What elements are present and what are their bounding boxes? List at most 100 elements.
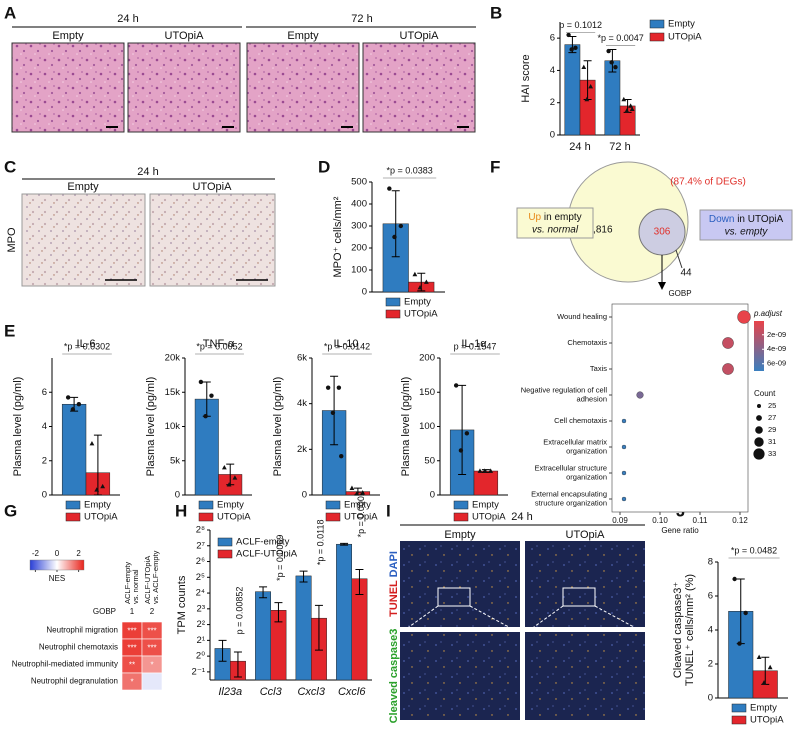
y-tick-label: 0 <box>302 490 307 501</box>
data-point <box>325 385 331 390</box>
y-tick-label: 2 <box>42 455 47 466</box>
data-point <box>330 410 336 415</box>
stain-label: Cleaved caspase3 <box>388 629 400 724</box>
dot <box>722 363 734 375</box>
y-tick-label: 2¹ <box>197 635 205 646</box>
data-point <box>226 482 232 487</box>
bar <box>473 470 499 496</box>
dot <box>621 444 627 450</box>
star-label: * <box>130 678 133 687</box>
error-bar <box>355 569 364 596</box>
legend-label: UTOpiA <box>404 309 438 320</box>
y-tick-label: 6 <box>42 387 47 398</box>
size-label: 33 <box>768 449 776 458</box>
x-tick-label: 0.10 <box>652 516 668 525</box>
box-text: vs. normal <box>532 225 579 236</box>
term-label: Negative regulation of cell adhesion <box>521 385 608 403</box>
venn: 2,816 306 44 (87.4% of DEGs) Up in empty… <box>516 161 793 290</box>
y-tick-label: 100 <box>419 421 435 432</box>
y-axis-label: TPM counts <box>176 575 188 634</box>
group-label: UTOpiA <box>566 529 606 541</box>
legend-label: ACLF-empty <box>236 537 290 548</box>
p-value: *p = 0.0052 <box>196 341 242 351</box>
inset-box <box>562 587 596 607</box>
venn-count: 2,816 <box>587 225 612 236</box>
histology-image <box>362 42 476 133</box>
box-text: Up in empty <box>528 212 581 223</box>
legend-label: Empty <box>217 500 244 511</box>
box-text: vs. empty <box>725 227 769 238</box>
star-label: * <box>150 661 153 670</box>
y-axis-label-line: HAI score <box>520 54 532 102</box>
data-point <box>392 234 397 240</box>
fluorescence-image <box>525 632 645 720</box>
column-label-line: ACLF-empty <box>123 562 132 604</box>
y-tick-label: 2⁵ <box>196 572 205 583</box>
y-tick-label: 0 <box>550 130 555 141</box>
size-key <box>755 426 763 434</box>
y-axis-label-line: TUNEL⁺ cells/mm² (%) <box>684 574 696 686</box>
heat-cell <box>141 672 163 691</box>
time-label: 72 h <box>351 13 372 25</box>
data-point <box>417 285 423 290</box>
row-label: Neutrophil migration <box>46 626 118 635</box>
y-tick-label: 50 <box>424 455 435 466</box>
term-label-line: adhesion <box>577 394 607 403</box>
y-axis-label: Cleaved caspase3⁺TUNEL⁺ cells/mm² (%) <box>672 574 696 686</box>
group-label: Empty <box>52 30 84 42</box>
data-point <box>588 83 594 89</box>
size-label: 25 <box>768 401 776 410</box>
legend-swatch <box>453 500 469 510</box>
data-point <box>70 407 76 412</box>
y-tick-label: 2⁶ <box>196 556 205 567</box>
p-value: *p = 0.0383 <box>386 165 432 175</box>
plot-frame <box>611 303 749 513</box>
y-tick-label: 15k <box>165 387 181 398</box>
legend-swatch <box>649 19 665 29</box>
error-bar <box>233 651 242 678</box>
y-axis-label: MPO⁺ cells/mm² <box>332 196 344 277</box>
dot <box>621 496 627 502</box>
term-label-line: structure organization <box>535 498 607 507</box>
bar <box>564 44 581 136</box>
size-key <box>757 404 761 408</box>
y-axis-label: Plasma level (pg/ml) <box>272 377 284 477</box>
error-bar <box>330 375 339 446</box>
y-axis-label-line: TPM counts <box>176 575 188 634</box>
x-axis-label: Gene ratio <box>661 526 699 535</box>
term-label-line: Extracellular structure <box>534 463 607 472</box>
error-bar <box>314 604 323 651</box>
size-key <box>753 448 765 460</box>
data-point <box>761 680 767 685</box>
term-label-line: organization <box>566 472 607 481</box>
stain-label: TUNEL DAPI <box>388 551 400 617</box>
data-point <box>737 641 742 646</box>
term-label-line: External encapsulating <box>531 489 607 498</box>
legend-swatch <box>731 715 747 725</box>
term-label-line: Extracellular matrix <box>543 437 607 446</box>
data-point <box>573 45 578 51</box>
colorbar <box>754 321 764 371</box>
y-axis-label-line: MPO⁺ cells/mm² <box>332 196 344 277</box>
y-tick-label: 6k <box>297 353 307 364</box>
fluorescence-image <box>400 541 520 627</box>
legend-label: UTOpiA <box>344 512 378 523</box>
data-point <box>100 483 106 489</box>
column-label-line: vs. ACLF-empty <box>151 550 160 604</box>
legend-swatch <box>385 309 401 319</box>
panel-label: F <box>490 157 500 176</box>
y-tick-label: 2⁷ <box>196 540 205 551</box>
p-value: p = 0.00852 <box>234 587 244 635</box>
panel-label: A <box>4 3 16 22</box>
panel-label: E <box>4 321 15 340</box>
dot <box>737 310 751 324</box>
x-tick-label: Il23a <box>218 686 242 698</box>
data-point <box>566 32 571 38</box>
legend-title: p.adjust <box>753 309 783 318</box>
y-axis-label: Plasma level (pg/ml) <box>12 377 24 477</box>
y-tick-label: 2⁸ <box>196 525 205 536</box>
stain-label: MPO <box>6 227 18 253</box>
ihc-image <box>149 193 276 287</box>
x-tick-label: 24 h <box>569 141 590 153</box>
